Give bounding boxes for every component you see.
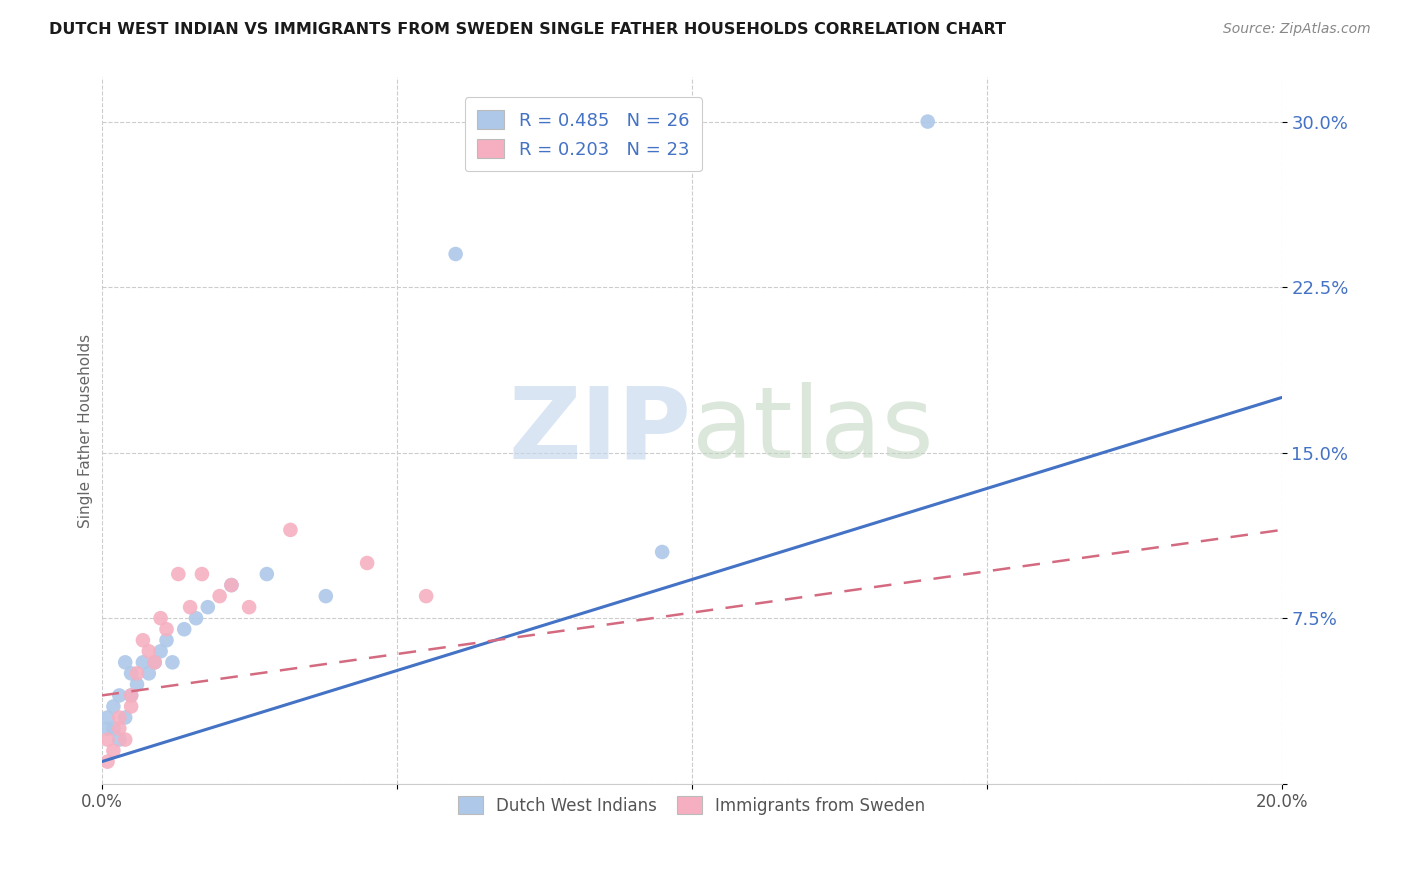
Point bbox=[108, 722, 131, 736]
Point bbox=[120, 689, 142, 703]
Text: Source: ZipAtlas.com: Source: ZipAtlas.com bbox=[1223, 22, 1371, 37]
Point bbox=[155, 633, 177, 648]
Point bbox=[114, 710, 136, 724]
Point bbox=[108, 732, 131, 747]
Y-axis label: Single Father Households: Single Father Households bbox=[79, 334, 93, 528]
Point bbox=[120, 699, 142, 714]
Point bbox=[651, 545, 673, 559]
Point bbox=[167, 567, 190, 582]
Point bbox=[149, 611, 172, 625]
Legend: Dutch West Indians, Immigrants from Sweden: Dutch West Indians, Immigrants from Swed… bbox=[449, 786, 935, 825]
Point bbox=[197, 600, 219, 615]
Point bbox=[444, 247, 467, 261]
Point bbox=[173, 622, 195, 636]
Point bbox=[191, 567, 214, 582]
Point bbox=[96, 710, 118, 724]
Point bbox=[96, 732, 118, 747]
Point bbox=[114, 732, 136, 747]
Point bbox=[149, 644, 172, 658]
Point bbox=[103, 722, 125, 736]
Text: ZIP: ZIP bbox=[509, 382, 692, 479]
Point bbox=[114, 656, 136, 670]
Point bbox=[120, 689, 142, 703]
Point bbox=[132, 656, 155, 670]
Point bbox=[256, 567, 278, 582]
Point bbox=[108, 710, 131, 724]
Point bbox=[96, 755, 118, 769]
Point bbox=[108, 689, 131, 703]
Point bbox=[132, 633, 155, 648]
Point bbox=[179, 600, 201, 615]
Point bbox=[125, 677, 148, 691]
Point bbox=[96, 722, 118, 736]
Point bbox=[917, 114, 939, 128]
Point bbox=[143, 656, 166, 670]
Text: atlas: atlas bbox=[692, 382, 934, 479]
Point bbox=[221, 578, 243, 592]
Point bbox=[356, 556, 378, 570]
Point bbox=[280, 523, 302, 537]
Point bbox=[120, 666, 142, 681]
Point bbox=[155, 622, 177, 636]
Point bbox=[103, 699, 125, 714]
Point bbox=[184, 611, 207, 625]
Point bbox=[143, 656, 166, 670]
Point bbox=[138, 644, 160, 658]
Point bbox=[103, 744, 125, 758]
Point bbox=[221, 578, 243, 592]
Point bbox=[138, 666, 160, 681]
Text: DUTCH WEST INDIAN VS IMMIGRANTS FROM SWEDEN SINGLE FATHER HOUSEHOLDS CORRELATION: DUTCH WEST INDIAN VS IMMIGRANTS FROM SWE… bbox=[49, 22, 1007, 37]
Point bbox=[415, 589, 437, 603]
Point bbox=[208, 589, 231, 603]
Point bbox=[315, 589, 337, 603]
Point bbox=[162, 656, 184, 670]
Point bbox=[125, 666, 148, 681]
Point bbox=[238, 600, 260, 615]
